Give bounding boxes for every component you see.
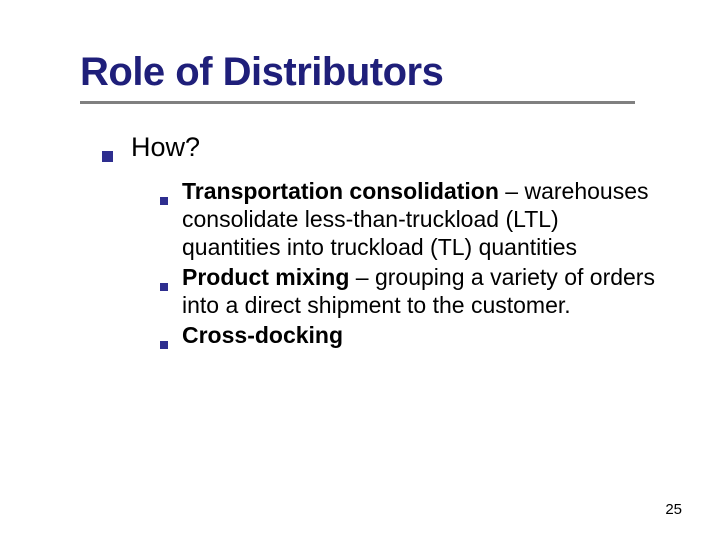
lvl1-text: How? xyxy=(131,132,200,163)
square-bullet-icon xyxy=(160,341,168,349)
slide: Role of Distributors How? Transportation… xyxy=(0,0,720,540)
content-area: How? Transportation consolidation – ware… xyxy=(0,104,720,349)
lvl2-bold: Product mixing xyxy=(182,264,349,290)
title-block: Role of Distributors xyxy=(0,0,720,104)
lvl2-bold: Cross-docking xyxy=(182,322,343,348)
lvl2-text: Product mixing – grouping a variety of o… xyxy=(182,263,660,319)
list-item-lvl2: Transportation consolidation – warehouse… xyxy=(160,177,660,261)
slide-title: Role of Distributors xyxy=(80,50,720,95)
lvl2-bold: Transportation consolidation xyxy=(182,178,499,204)
lvl2-text: Transportation consolidation – warehouse… xyxy=(182,177,660,261)
list-item-lvl2: Cross-docking xyxy=(160,321,660,349)
square-bullet-icon xyxy=(102,151,113,162)
list-item-lvl2: Product mixing – grouping a variety of o… xyxy=(160,263,660,319)
page-number: 25 xyxy=(665,501,682,518)
list-item-lvl1: How? xyxy=(102,132,660,163)
lvl2-list: Transportation consolidation – warehouse… xyxy=(102,177,660,349)
lvl2-text: Cross-docking xyxy=(182,321,343,349)
square-bullet-icon xyxy=(160,197,168,205)
square-bullet-icon xyxy=(160,283,168,291)
